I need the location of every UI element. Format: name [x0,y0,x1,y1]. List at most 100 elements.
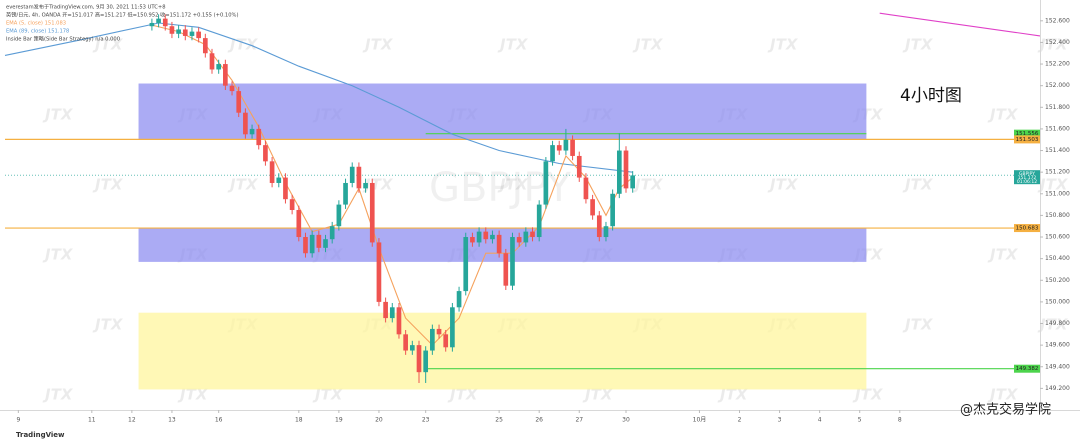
watermark: JTX [42,106,74,124]
candle-body [329,226,335,240]
watermark: JTX [92,176,124,194]
candle-body [276,177,282,183]
watermark: JTX [1037,316,1069,334]
watermark: JTX [582,386,614,404]
candle-body [543,161,549,205]
header-line: EMA (5, close) 151.083 [6,21,66,27]
candle-body [156,18,161,23]
candle-body [396,307,402,335]
y-tick-label: 151.400 [1045,147,1070,154]
y-tick-label: 151.000 [1045,190,1070,197]
watermark: JTX [902,36,934,54]
y-tick-label: 152.000 [1045,82,1070,89]
zone [138,312,867,390]
candle-body [556,145,562,151]
y-tick-label: 149.400 [1045,363,1070,370]
candle-body [550,145,555,162]
level-tag [1014,224,1040,233]
candle-body [503,253,509,286]
candle-body [309,234,315,254]
candle-body [463,237,469,292]
candle-body [349,166,355,183]
candle-body [363,182,368,189]
candle-body [496,234,502,254]
candle-body [249,128,255,135]
candle-body [269,161,275,183]
candle-body [403,334,408,351]
plot-layer [4,12,1041,383]
level-label: 151.556 [1016,131,1039,137]
candle-body [162,18,168,27]
level-tag [1014,135,1040,144]
candle-body [623,150,629,189]
candle-body [510,237,515,286]
symbol-label: GBPJPY [1019,171,1035,177]
watermark: JTX [312,386,344,404]
candle-body [443,334,449,348]
candle-body [296,210,302,238]
watermark: JTX [632,176,664,194]
x-tick-label: 2 [738,417,742,424]
brand: TradingView [16,431,65,439]
candle-body [283,177,288,200]
x-tick-label: 23 [422,417,430,424]
y-tick-label: 150.000 [1045,298,1070,305]
candle-body [182,29,188,36]
candle-body [536,204,542,238]
y-tick-label: 152.600 [1045,17,1070,24]
candle-body [376,242,382,302]
candle-body [450,307,455,348]
y-tick-label: 149.600 [1045,342,1070,349]
candle-body [216,64,222,70]
candle-body [169,26,175,34]
y-tick-label: 150.200 [1045,277,1070,284]
x-tick-label: 20 [375,417,383,424]
candle-body [596,215,602,238]
x-tick-label: 3 [778,417,782,424]
candle-body [470,237,475,243]
countdown: 01:06:12 [1017,179,1037,185]
candle-body [590,199,595,216]
watermark: JTX [987,246,1019,264]
candle-body [530,231,535,238]
candle-body [389,307,395,319]
x-tick-label: 27 [575,417,583,424]
candle-body [630,175,636,189]
candle-body [289,199,295,210]
watermark: JTX [902,176,934,194]
watermark: JTX [987,106,1019,124]
candle-body [256,128,262,146]
watermark: JTX [227,176,259,194]
candle-body [456,291,462,308]
candle-body [423,350,429,373]
watermark: JTX [362,36,394,54]
x-tick-label: 18 [295,417,303,424]
candle-body [523,231,529,243]
candle-body [576,155,582,178]
candle-body [409,345,415,351]
candle-body [316,234,322,248]
candle-body [149,22,155,27]
watermark: JTX [1037,36,1069,54]
x-tick-label: 30 [622,417,630,424]
x-tick-label: 16 [215,417,223,424]
y-tick-label: 149.800 [1045,320,1070,327]
series-line [879,12,1041,37]
candle-body [323,239,328,248]
level-label: 150.683 [1016,226,1039,232]
x-tick-label: 9 [16,417,20,424]
y-tick-label: 151.800 [1045,104,1070,111]
candle-body [476,231,482,243]
watermark: JTX [447,386,479,404]
watermark: JTX [717,386,749,404]
level-label: 149.382 [1016,366,1039,372]
watermark: JTX [902,316,934,334]
candle-body [483,231,489,240]
y-tick-label: 150.800 [1045,212,1070,219]
y-tick-label: 150.400 [1045,255,1070,262]
candle-body [603,226,609,238]
watermark: JTX [632,36,664,54]
y-tick-label: 152.200 [1045,61,1070,68]
